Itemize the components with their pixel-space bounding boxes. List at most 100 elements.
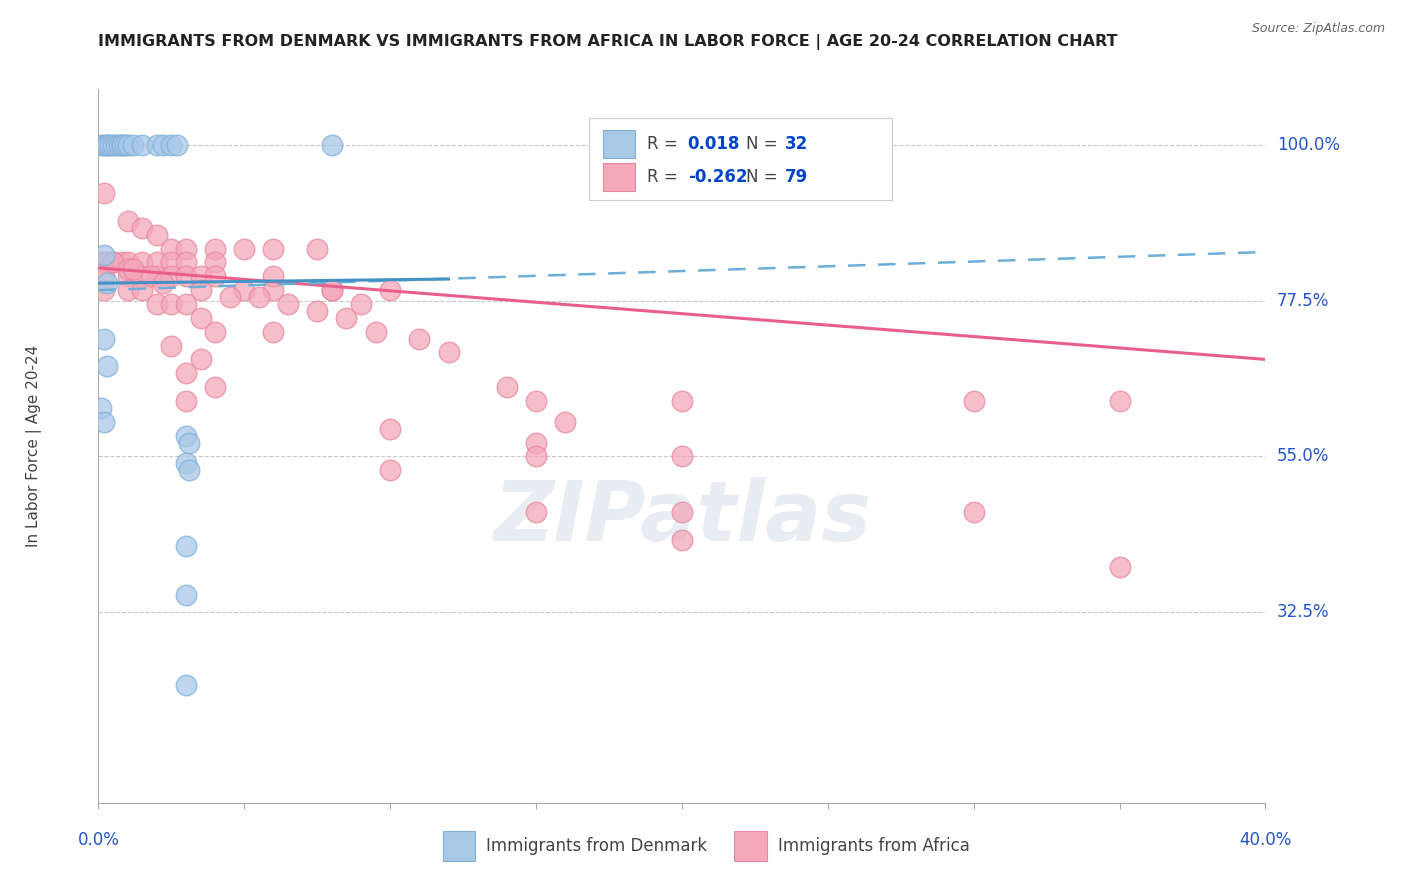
Point — [204, 325, 226, 339]
Point — [524, 435, 547, 450]
Point — [190, 310, 212, 325]
Text: Immigrants from Denmark: Immigrants from Denmark — [486, 837, 707, 855]
Point — [93, 248, 115, 262]
Point — [233, 283, 256, 297]
Point — [174, 366, 197, 380]
Point — [96, 276, 118, 290]
Text: N =: N = — [747, 168, 778, 186]
Point — [160, 269, 183, 284]
Point — [131, 269, 153, 284]
Point — [152, 276, 174, 290]
Point — [111, 137, 134, 152]
Point — [93, 186, 115, 201]
Point — [671, 505, 693, 519]
Point — [117, 137, 139, 152]
Point — [233, 242, 256, 256]
Point — [277, 297, 299, 311]
Point — [380, 463, 402, 477]
Point — [146, 137, 169, 152]
Point — [1108, 394, 1130, 409]
Point — [307, 242, 329, 256]
Text: R =: R = — [647, 168, 678, 186]
Text: 0.018: 0.018 — [688, 135, 740, 153]
Text: R =: R = — [647, 135, 678, 153]
Text: Immigrants from Africa: Immigrants from Africa — [778, 837, 970, 855]
Text: In Labor Force | Age 20-24: In Labor Force | Age 20-24 — [27, 345, 42, 547]
Point — [1108, 560, 1130, 574]
Text: 32: 32 — [785, 135, 808, 153]
Point — [524, 450, 547, 464]
Point — [160, 137, 183, 152]
Point — [190, 352, 212, 367]
Point — [247, 290, 270, 304]
Point — [131, 220, 153, 235]
Point — [218, 290, 240, 304]
Point — [554, 415, 576, 429]
Point — [93, 269, 115, 284]
Text: 79: 79 — [785, 168, 808, 186]
Point — [350, 297, 373, 311]
Point — [177, 463, 200, 477]
Point — [131, 255, 153, 269]
Point — [962, 505, 984, 519]
Point — [321, 283, 343, 297]
Point — [321, 283, 343, 297]
Point — [174, 242, 197, 256]
Point — [117, 255, 139, 269]
Point — [90, 137, 112, 152]
Point — [437, 345, 460, 359]
Point — [117, 214, 139, 228]
Point — [174, 588, 197, 602]
Bar — [603, 162, 636, 191]
Point — [364, 325, 387, 339]
Point — [96, 359, 118, 374]
Point — [122, 137, 145, 152]
Point — [408, 332, 430, 346]
Point — [262, 242, 284, 256]
Point — [174, 678, 197, 692]
Point — [671, 533, 693, 547]
Point — [177, 435, 200, 450]
Point — [190, 269, 212, 284]
Point — [496, 380, 519, 394]
Bar — [443, 831, 475, 862]
Point — [190, 283, 212, 297]
Point — [174, 394, 197, 409]
Point — [131, 137, 153, 152]
Point — [101, 137, 124, 152]
Point — [104, 137, 127, 152]
Point — [671, 450, 693, 464]
Point — [671, 394, 693, 409]
Point — [146, 255, 169, 269]
Point — [101, 255, 124, 269]
Point — [380, 283, 402, 297]
Text: 55.0%: 55.0% — [1277, 448, 1330, 466]
Point — [262, 269, 284, 284]
Point — [204, 242, 226, 256]
Point — [146, 269, 169, 284]
Point — [204, 269, 226, 284]
Text: 32.5%: 32.5% — [1277, 603, 1330, 621]
Point — [93, 332, 115, 346]
Text: Source: ZipAtlas.com: Source: ZipAtlas.com — [1251, 22, 1385, 36]
Point — [335, 310, 357, 325]
Point — [96, 137, 118, 152]
Point — [380, 422, 402, 436]
FancyBboxPatch shape — [589, 118, 891, 200]
Point — [96, 137, 118, 152]
Point — [166, 137, 188, 152]
Text: N =: N = — [747, 135, 778, 153]
Point — [174, 269, 197, 284]
Point — [146, 227, 169, 242]
Point — [174, 456, 197, 470]
Point — [111, 137, 134, 152]
Point — [160, 242, 183, 256]
Point — [93, 137, 115, 152]
Point — [117, 262, 139, 277]
Point — [524, 394, 547, 409]
Point — [93, 415, 115, 429]
Text: 77.5%: 77.5% — [1277, 292, 1330, 310]
Point — [321, 137, 343, 152]
Point — [174, 297, 197, 311]
Point — [152, 137, 174, 152]
